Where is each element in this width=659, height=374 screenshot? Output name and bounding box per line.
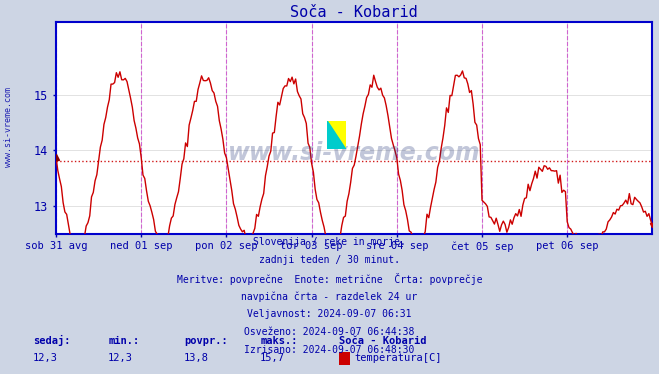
Text: zadnji teden / 30 minut.: zadnji teden / 30 minut.: [259, 255, 400, 266]
Text: 12,3: 12,3: [108, 353, 133, 363]
Text: Soča - Kobarid: Soča - Kobarid: [339, 336, 427, 346]
Title: Soča - Kobarid: Soča - Kobarid: [291, 5, 418, 20]
Text: 13,8: 13,8: [184, 353, 209, 363]
Text: 12,3: 12,3: [32, 353, 57, 363]
Text: Veljavnost: 2024-09-07 06:31: Veljavnost: 2024-09-07 06:31: [247, 309, 412, 319]
Polygon shape: [328, 121, 346, 149]
Text: 15,7: 15,7: [260, 353, 285, 363]
Text: povpr.:: povpr.:: [185, 336, 228, 346]
Text: sedaj:: sedaj:: [33, 335, 71, 346]
Text: maks.:: maks.:: [260, 336, 298, 346]
Text: Osveženo: 2024-09-07 06:44:38: Osveženo: 2024-09-07 06:44:38: [244, 327, 415, 337]
Text: navpična črta - razdelek 24 ur: navpična črta - razdelek 24 ur: [241, 291, 418, 302]
Text: www.si-vreme.com: www.si-vreme.com: [228, 141, 480, 165]
Polygon shape: [328, 121, 346, 149]
Text: min.:: min.:: [109, 336, 140, 346]
Text: Meritve: povprečne  Enote: metrične  Črta: povprečje: Meritve: povprečne Enote: metrične Črta:…: [177, 273, 482, 285]
Text: Izrisano: 2024-09-07 06:48:30: Izrisano: 2024-09-07 06:48:30: [244, 345, 415, 355]
Text: www.si-vreme.com: www.si-vreme.com: [4, 87, 13, 167]
Text: Slovenija / reke in morje.: Slovenija / reke in morje.: [253, 237, 406, 248]
Text: temperatura[C]: temperatura[C]: [355, 353, 442, 363]
